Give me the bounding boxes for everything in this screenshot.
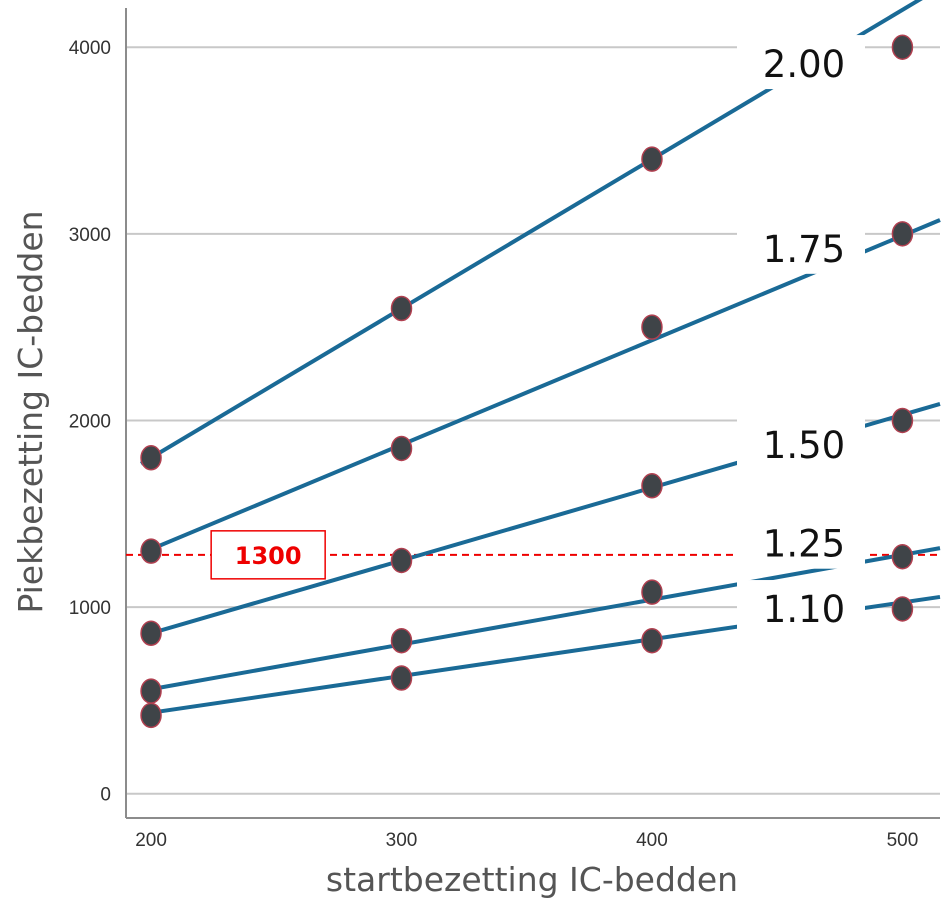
data-point <box>641 627 663 654</box>
data-point <box>140 445 162 471</box>
series-label-backdrop <box>737 219 865 274</box>
y-tick-labels: 0 1000 2000 3000 4000 <box>69 38 111 806</box>
reference-label-box <box>210 530 326 580</box>
data-point <box>891 221 914 247</box>
x-axis-title: startbezetting IC-bedden <box>326 860 738 899</box>
series-label-backdrop <box>737 514 865 569</box>
y-tick-label: 2000 <box>69 411 111 432</box>
x-tick-label: 400 <box>636 830 668 851</box>
series-label-backdrop <box>737 580 865 635</box>
data-point <box>891 407 914 434</box>
data-point <box>390 547 413 574</box>
y-tick-label: 4000 <box>69 38 111 59</box>
data-point <box>390 295 413 322</box>
series-label-1.50: 1.50 <box>763 424 845 467</box>
fit-line-1.75 <box>140 218 941 556</box>
x-tick-label: 500 <box>887 830 919 851</box>
data-point <box>140 538 162 564</box>
data-points <box>140 34 914 729</box>
series-label-2.00: 2.00 <box>763 43 845 86</box>
y-tick-label: 0 <box>100 785 111 806</box>
y-tick-label: 3000 <box>69 225 111 246</box>
data-point <box>390 435 413 462</box>
series-label-1.10: 1.10 <box>763 588 845 631</box>
x-tick-labels: 200 300 400 500 <box>135 830 918 851</box>
fit-line-1.25 <box>140 546 941 693</box>
series-label-1.25: 1.25 <box>763 523 845 566</box>
data-point <box>390 627 413 654</box>
data-point <box>891 543 914 570</box>
x-tick-label: 300 <box>386 830 418 851</box>
series-label-1.75: 1.75 <box>763 228 845 271</box>
reference-line-group: 1300 <box>126 530 940 580</box>
data-point <box>140 678 162 704</box>
y-axis-title: Piekbezetting IC-bedden <box>11 210 50 613</box>
data-point <box>140 702 162 729</box>
reference-label: 1300 <box>235 542 302 570</box>
series-labels: 2.00 1.75 1.50 1.25 1.10 <box>737 35 865 635</box>
series-label-backdrop <box>737 415 865 470</box>
data-point <box>891 34 914 60</box>
data-point <box>641 473 663 499</box>
data-point <box>140 620 162 646</box>
y-tick-label: 1000 <box>69 598 111 619</box>
data-point <box>390 665 413 691</box>
x-tick-label: 200 <box>135 830 167 851</box>
data-point <box>641 579 663 605</box>
series-label-backdrop <box>737 35 865 90</box>
data-point <box>641 146 663 172</box>
data-point <box>891 596 914 622</box>
data-point <box>641 314 663 340</box>
